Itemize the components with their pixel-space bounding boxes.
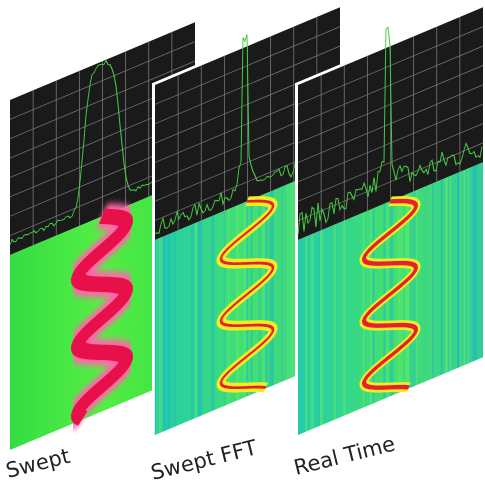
illustration: Swept Swept FFT Real Time (0, 0, 485, 486)
panel-label: Real Time (291, 432, 397, 480)
panel-label: Swept FFT (148, 435, 259, 485)
